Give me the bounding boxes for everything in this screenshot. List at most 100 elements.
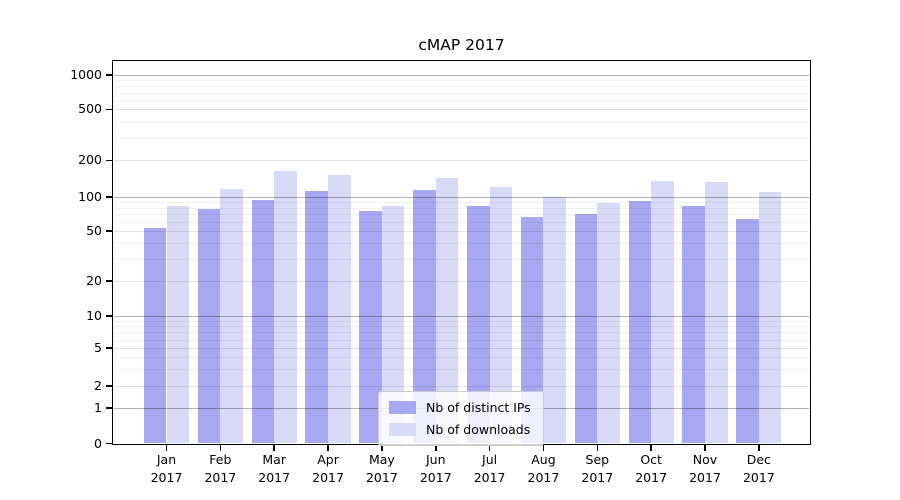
x-tick-label: Dec 2017 bbox=[742, 452, 775, 485]
y-tick-mark bbox=[106, 442, 112, 445]
bar-downloads bbox=[758, 191, 782, 444]
y-tick-mark bbox=[106, 230, 112, 232]
gridline-minor bbox=[114, 202, 809, 204]
x-tick-label: Mar 2017 bbox=[258, 452, 291, 485]
gridline-minor bbox=[114, 332, 809, 334]
bar-distinct-ips bbox=[359, 211, 382, 444]
x-tick-label: Aug 2017 bbox=[527, 452, 560, 485]
y-tick-mark bbox=[106, 196, 112, 198]
legend-swatch-downloads bbox=[389, 423, 416, 436]
gridline-minor bbox=[114, 100, 809, 102]
x-tick-mark bbox=[488, 445, 491, 451]
x-tick-mark bbox=[435, 445, 437, 451]
x-tick-label: Apr 2017 bbox=[312, 452, 344, 485]
y-tick-label: 0 bbox=[94, 435, 102, 451]
bar-downloads bbox=[166, 206, 190, 444]
bar-distinct-ips bbox=[197, 208, 221, 444]
x-tick-mark bbox=[758, 445, 760, 451]
gridline-major bbox=[114, 281, 809, 282]
bar-distinct-ips bbox=[467, 205, 490, 444]
gridline-minor bbox=[114, 369, 809, 371]
gridline-minor bbox=[114, 258, 809, 260]
y-tick-mark bbox=[106, 347, 112, 349]
gridline-major bbox=[114, 160, 809, 162]
y-tick-label: 10 bbox=[86, 308, 102, 323]
bar-distinct-ips bbox=[682, 205, 705, 444]
y-tick-label: 1 bbox=[94, 400, 102, 415]
y-tick-label: 100 bbox=[78, 189, 102, 204]
bar-downloads bbox=[220, 189, 243, 444]
bar-downloads bbox=[489, 187, 513, 444]
bar-downloads bbox=[435, 178, 459, 444]
gridline-minor bbox=[114, 339, 809, 341]
legend: Nb of distinct IPs Nb of downloads bbox=[378, 391, 544, 446]
y-tick-label: 200 bbox=[78, 152, 102, 168]
gridline-major bbox=[114, 231, 809, 232]
legend-label-downloads: Nb of downloads bbox=[426, 422, 531, 437]
bar-distinct-ips bbox=[574, 213, 598, 444]
bar-distinct-ips bbox=[736, 218, 759, 444]
gridline-minor bbox=[114, 137, 809, 139]
x-tick-mark bbox=[704, 445, 706, 451]
gridline-minor bbox=[114, 222, 809, 224]
y-tick-mark bbox=[106, 159, 112, 162]
x-tick-mark bbox=[542, 445, 545, 451]
y-tick-mark bbox=[106, 74, 112, 76]
x-tick-label: Oct 2017 bbox=[635, 452, 668, 485]
bar-distinct-ips bbox=[413, 190, 436, 444]
bar-distinct-ips bbox=[251, 200, 275, 444]
gridline-major bbox=[114, 75, 809, 76]
x-tick-label: May 2017 bbox=[365, 452, 398, 485]
y-tick-label: 2 bbox=[94, 378, 102, 393]
x-tick-mark bbox=[273, 445, 275, 451]
legend-item-downloads: Nb of downloads bbox=[389, 422, 531, 437]
y-tick-label: 20 bbox=[86, 273, 102, 288]
gridline-minor bbox=[114, 214, 809, 216]
x-tick-mark bbox=[650, 445, 652, 451]
legend-swatch-distinct-ips bbox=[389, 401, 416, 414]
x-tick-mark bbox=[219, 445, 222, 451]
x-tick-mark bbox=[381, 445, 383, 451]
gridline-minor bbox=[114, 207, 809, 209]
y-tick-mark bbox=[106, 407, 112, 409]
x-tick-label: Jun 2017 bbox=[419, 452, 452, 485]
x-tick-mark bbox=[165, 445, 168, 451]
y-tick-label: 1000 bbox=[70, 67, 102, 82]
gridline-minor bbox=[114, 320, 809, 322]
bar-downloads bbox=[651, 180, 674, 444]
legend-item-distinct-ips: Nb of distinct IPs bbox=[389, 400, 531, 415]
y-tick-mark bbox=[106, 315, 112, 317]
x-tick-label: Nov 2017 bbox=[689, 452, 721, 485]
bar-downloads bbox=[705, 181, 728, 444]
y-tick-mark bbox=[106, 108, 112, 111]
y-tick-label: 5 bbox=[94, 340, 102, 355]
bar-distinct-ips bbox=[520, 217, 544, 444]
bar-downloads bbox=[274, 171, 297, 444]
y-tick-mark bbox=[106, 385, 112, 387]
gridline-minor bbox=[114, 357, 809, 359]
gridline-major bbox=[114, 386, 809, 387]
gridline-major bbox=[114, 197, 809, 198]
bar-distinct-ips bbox=[628, 201, 652, 444]
y-tick-label: 500 bbox=[78, 101, 102, 117]
chart-title: cMAP 2017 bbox=[418, 36, 505, 54]
bar-downloads bbox=[597, 202, 620, 444]
gridline-minor bbox=[114, 92, 809, 94]
y-tick-mark bbox=[106, 280, 112, 282]
x-tick-label: Jan 2017 bbox=[150, 452, 183, 485]
x-tick-mark bbox=[327, 445, 329, 451]
bar-downloads bbox=[543, 197, 567, 444]
bar-distinct-ips bbox=[143, 228, 167, 444]
x-tick-label: Sep 2017 bbox=[581, 452, 614, 485]
gridline-minor bbox=[114, 121, 809, 123]
bar-distinct-ips bbox=[305, 191, 329, 444]
x-tick-mark bbox=[596, 445, 599, 451]
gridline-minor bbox=[114, 80, 809, 82]
bar-downloads bbox=[328, 174, 351, 444]
gridline-major bbox=[114, 348, 809, 349]
gridline-minor bbox=[114, 326, 809, 328]
x-tick-label: Feb 2017 bbox=[204, 452, 237, 485]
gridline-major bbox=[114, 316, 809, 317]
gridline-minor bbox=[114, 86, 809, 88]
